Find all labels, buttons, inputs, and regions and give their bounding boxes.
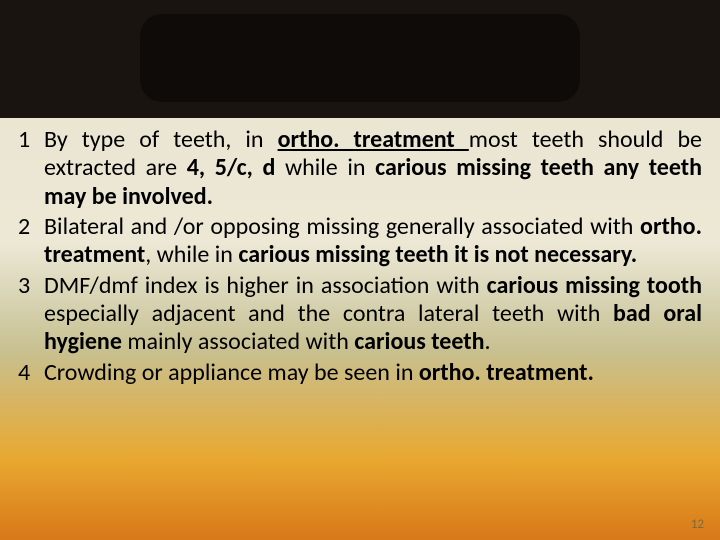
item-text: Bilateral and /or opposing missing gener… (44, 213, 702, 270)
header-bar-inner (140, 14, 580, 102)
item-text: DMF/dmf index is higher in association w… (44, 272, 702, 357)
slide: 1 By type of teeth, in ortho. treatment … (0, 0, 720, 540)
header-bar (0, 0, 720, 118)
page-number: 12 (691, 517, 704, 532)
text-run: mainly associated with (122, 327, 354, 356)
item-number: 1 (18, 126, 44, 211)
text-run: while in (285, 153, 375, 182)
text-bold: carious missing tooth (487, 271, 702, 300)
text-bold: 4, 5/c, d (187, 153, 285, 182)
text-run: DMF/dmf index is higher in association w… (44, 271, 487, 300)
item-text: By type of teeth, in ortho. treatment mo… (44, 126, 702, 211)
item-text: Crowding or appliance may be seen in ort… (44, 359, 702, 387)
content-area: 1 By type of teeth, in ortho. treatment … (18, 126, 702, 389)
text-bold: carious teeth (354, 327, 484, 356)
text-run: . (484, 327, 490, 356)
list-item: 1 By type of teeth, in ortho. treatment … (18, 126, 702, 211)
text-bold: carious missing teeth it is not necessar… (238, 240, 637, 269)
list-item: 2 Bilateral and /or opposing missing gen… (18, 213, 702, 270)
item-number: 4 (18, 359, 44, 387)
list-item: 4 Crowding or appliance may be seen in o… (18, 359, 702, 387)
item-number: 3 (18, 272, 44, 357)
text-run: Bilateral and /or opposing missing gener… (44, 212, 640, 241)
item-number: 2 (18, 213, 44, 270)
list-item: 3 DMF/dmf index is higher in association… (18, 272, 702, 357)
text-bold-underline: ortho. treatment (278, 125, 469, 154)
text-run: Crowding or appliance may be seen in (44, 358, 419, 387)
text-run: By type of teeth, in (44, 125, 278, 154)
text-run: especially adjacent and the contra later… (44, 299, 613, 328)
text-bold: ortho. treatment. (419, 358, 594, 387)
text-run: , while in (145, 240, 238, 269)
